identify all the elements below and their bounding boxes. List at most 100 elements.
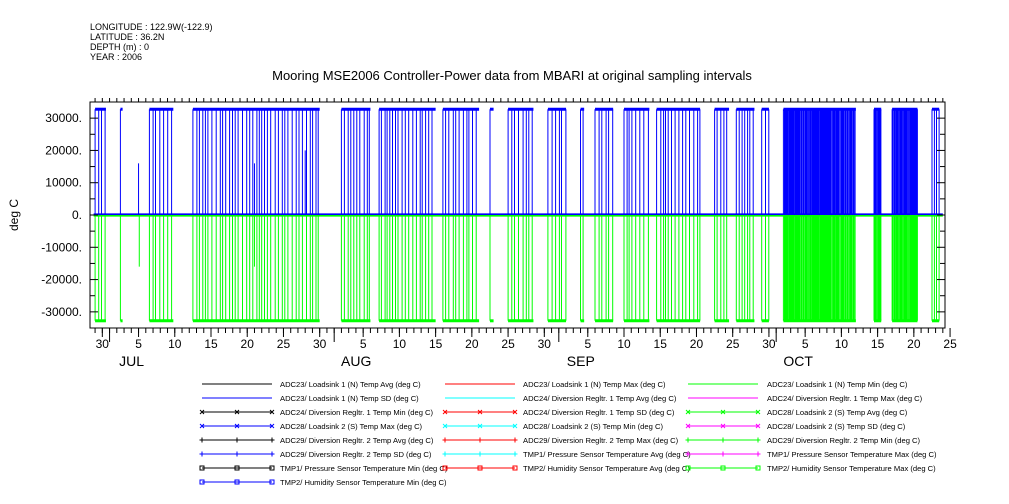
legend-marker-x xyxy=(720,409,726,415)
legend-item: ADC29/ Diversion Regltr. 2 Temp Min (deg… xyxy=(685,436,921,445)
depth-label: DEPTH (m) : 0 xyxy=(90,42,149,52)
legend-marker-square xyxy=(234,465,240,471)
series-green-spikes-17 xyxy=(782,215,856,321)
x-tick-label: 20 xyxy=(907,337,921,351)
legend-marker-x xyxy=(477,423,483,429)
legend-label: ADC28/ Loadsink 2 (S) Temp Max (deg C) xyxy=(280,422,423,431)
legend-marker-x xyxy=(199,409,205,415)
series-blue-spikes-14 xyxy=(714,109,728,215)
legend-marker-x xyxy=(199,423,205,429)
legend-item: ADC23/ Loadsink 1 (N) Temp Min (deg C) xyxy=(688,380,908,389)
series-blue-spikes-0 xyxy=(94,109,106,215)
series-blue-spikes-10 xyxy=(580,109,584,215)
x-tick-label: 5 xyxy=(802,337,809,351)
legend-marker-plus xyxy=(755,451,761,457)
series-green-spikes-11 xyxy=(594,215,614,321)
x-tick-label: 30 xyxy=(313,337,327,351)
legend-item: ADC24/ Diversion Regltr. 1 Temp Min (deg… xyxy=(199,408,434,417)
legend-marker-plus xyxy=(685,437,691,443)
legend-marker-square xyxy=(720,465,726,471)
x-tick-label: 20 xyxy=(690,337,704,351)
x-tick-label: 10 xyxy=(393,337,407,351)
series-blue-spikes-12 xyxy=(623,109,649,215)
series-green-spikes-14 xyxy=(714,215,728,321)
x-tick-label: 10 xyxy=(617,337,631,351)
longitude-label: LONGITUDE : 122.9W(-122.9) xyxy=(90,22,213,32)
legend-label: ADC29/ Diversion Regltr. 2 Temp Min (deg… xyxy=(767,436,921,445)
x-month-label: OCT xyxy=(783,353,813,369)
legend-marker-x xyxy=(269,423,275,429)
legend-label: ADC23/ Loadsink 1 (N) Temp SD (deg C) xyxy=(280,394,419,403)
series-green-spikes-5 xyxy=(378,215,433,321)
legend-marker-square xyxy=(234,479,240,485)
legend-marker-x xyxy=(720,423,726,429)
legend-item: TMP1/ Pressure Sensor Temperature Min (d… xyxy=(199,464,448,473)
legend-marker-plus xyxy=(477,451,483,457)
legend-item: ADC29/ Diversion Regltr. 2 Temp Max (deg… xyxy=(442,436,679,445)
plot-series xyxy=(93,107,943,323)
legend-marker-x xyxy=(234,409,240,415)
x-tick-label: 30 xyxy=(762,337,776,351)
legend-marker-plus xyxy=(269,437,275,443)
legend: ADC23/ Loadsink 1 (N) Temp Avg (deg C) AD… xyxy=(199,380,937,487)
series-green-spikes-20 xyxy=(931,215,940,321)
legend-marker-square xyxy=(755,465,761,471)
legend-marker-x xyxy=(269,409,275,415)
legend-marker-plus xyxy=(199,437,205,443)
y-tick-label: 10000. xyxy=(45,176,82,190)
legend-marker-plus xyxy=(685,451,691,457)
y-tick-label: -10000. xyxy=(41,240,82,254)
legend-marker-x xyxy=(442,409,448,415)
series-green-spikes-12 xyxy=(623,215,649,321)
series-blue-spikes-11 xyxy=(594,109,614,215)
series-green-spikes-10 xyxy=(580,215,584,321)
x-month-label: SEP xyxy=(567,353,595,369)
legend-marker-square xyxy=(199,479,205,485)
legend-marker-x xyxy=(755,409,761,415)
legend-item: TMP1/ Pressure Sensor Temperature Max (d… xyxy=(685,450,937,459)
legend-item: TMP1/ Pressure Sensor Temperature Avg (d… xyxy=(442,450,691,459)
series-green-spikes-4 xyxy=(340,215,370,321)
x-tick-label: 15 xyxy=(871,337,885,351)
legend-marker-x xyxy=(512,423,518,429)
legend-item: ADC28/ Loadsink 2 (S) Temp SD (deg C) xyxy=(685,422,906,431)
legend-marker-square xyxy=(269,479,275,485)
legend-label: ADC28/ Loadsink 2 (S) Temp SD (deg C) xyxy=(767,422,906,431)
series-blue-spikes-3 xyxy=(192,109,319,215)
year-label: YEAR : 2006 xyxy=(90,52,142,62)
series-blue-spikes-2 xyxy=(148,109,173,215)
legend-label: ADC24/ Diversion Regltr. 1 Temp Min (deg… xyxy=(280,408,434,417)
legend-label: TMP2/ Humidity Sensor Temperature Min (d… xyxy=(280,478,447,487)
legend-label: ADC29/ Diversion Regltr. 2 Temp Avg (deg… xyxy=(280,436,434,445)
legend-label: TMP1/ Pressure Sensor Temperature Min (d… xyxy=(280,464,448,473)
legend-item: ADC29/ Diversion Regltr. 2 Temp Avg (deg… xyxy=(199,436,434,445)
legend-item: ADC29/ Diversion Regltr. 2 Temp SD (deg … xyxy=(199,450,432,459)
y-tick-label: -30000. xyxy=(41,305,82,319)
legend-item: TMP2/ Humidity Sensor Temperature Min (d… xyxy=(199,478,447,487)
legend-item: ADC23/ Loadsink 1 (N) Temp SD (deg C) xyxy=(202,394,419,403)
legend-item: ADC28/ Loadsink 2 (S) Temp Avg (deg C) xyxy=(685,408,908,417)
series-blue-spikes-6 xyxy=(442,109,477,215)
series-blue-spikes-19 xyxy=(891,109,918,215)
x-axis: 30 5 10 15 20 25 30 5 10 15 20 25 30 5 10 15 20 25 30 5 10 15… xyxy=(94,98,957,369)
legend-marker-plus xyxy=(512,437,518,443)
legend-label: ADC24/ Diversion Regltr. 1 Temp Max (deg… xyxy=(767,394,923,403)
y-tick-label: 0. xyxy=(72,208,82,222)
legend-marker-x xyxy=(755,423,761,429)
series-blue-spikes-8 xyxy=(507,109,533,215)
legend-marker-plus xyxy=(720,451,726,457)
series-green-spikes-0 xyxy=(94,215,106,321)
legend-marker-square xyxy=(512,465,518,471)
x-month-label: AUG xyxy=(341,353,371,369)
series-green-spikes-13 xyxy=(656,215,701,321)
legend-marker-square xyxy=(685,465,691,471)
legend-label: ADC28/ Loadsink 2 (S) Temp Min (deg C) xyxy=(523,422,663,431)
legend-marker-plus xyxy=(234,437,240,443)
legend-label: ADC23/ Loadsink 1 (N) Temp Avg (deg C) xyxy=(280,380,421,389)
x-tick-label: 30 xyxy=(538,337,552,351)
y-tick-label: 20000. xyxy=(45,143,82,157)
legend-marker-plus xyxy=(199,451,205,457)
legend-label: ADC24/ Diversion Regltr. 1 Temp SD (deg … xyxy=(523,408,675,417)
legend-marker-x xyxy=(512,409,518,415)
